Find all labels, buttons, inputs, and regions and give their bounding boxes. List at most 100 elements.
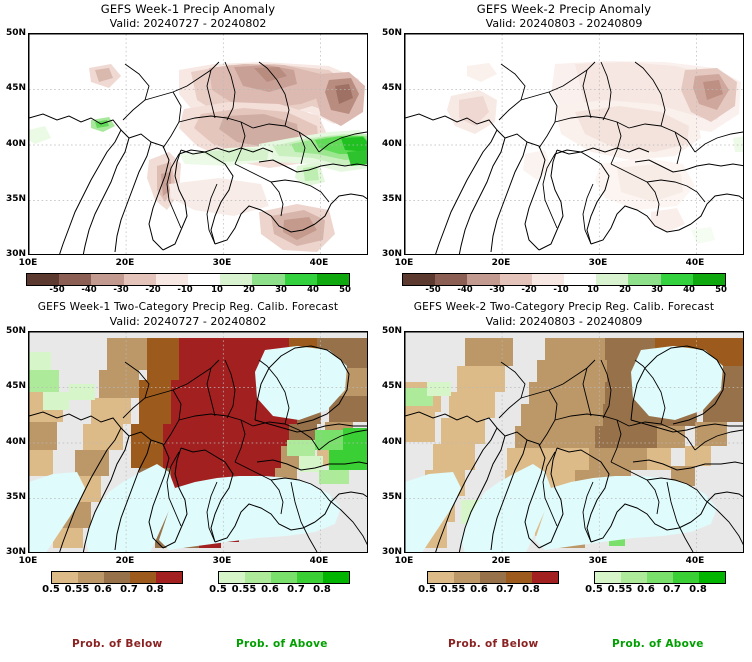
prob-below-colorbar-week2: [427, 571, 559, 584]
map-canvas-week2-anomaly: [405, 34, 743, 254]
cbar-seg: [403, 274, 436, 285]
cbar-seg: [78, 572, 104, 583]
cbar-seg: [467, 274, 500, 285]
x-tick-20e: 20E: [115, 258, 135, 268]
prob-above-label-2: 0.6: [637, 584, 655, 595]
map-week2-prob[interactable]: [404, 331, 744, 553]
cbar-seg: [284, 274, 317, 285]
cbar-seg: [59, 274, 92, 285]
panel-week2-anomaly: GEFS Week-2 Precip Anomaly Valid: 202408…: [376, 0, 752, 298]
map-week1-prob[interactable]: [28, 331, 368, 553]
prob-below-label-2: 0.6: [470, 584, 488, 595]
map-gridlines: [405, 332, 743, 552]
legend-prob-below: Prob. of Below: [448, 638, 539, 650]
cbar-seg: [621, 572, 647, 583]
cbar-seg: [699, 572, 725, 583]
map-canvas-week2-prob: [405, 332, 743, 552]
map-canvas-week1-prob: [29, 332, 367, 552]
y-tick-45n: 45N: [381, 381, 402, 391]
x-tick-40e: 40E: [685, 258, 705, 268]
map-week1-anomaly[interactable]: [28, 33, 368, 255]
cbar-label-10: 10: [211, 285, 223, 295]
y-tick-50n: 50N: [5, 326, 26, 336]
cbar-seg: [271, 572, 297, 583]
cbar-seg: [454, 572, 480, 583]
map-coastlines: [29, 345, 367, 552]
cbar-label-30: 30: [651, 285, 663, 295]
legend-prob-below: Prob. of Below: [72, 638, 163, 650]
cbar-seg: [647, 572, 673, 583]
map-country-borders: [498, 61, 743, 245]
anomaly-shading-negative: [447, 61, 741, 232]
x-tick-40e: 40E: [309, 556, 329, 566]
cbar-seg: [104, 572, 130, 583]
panel-valid-dates: Valid: 20240727 - 20240802: [109, 315, 267, 328]
cbar-seg: [532, 572, 558, 583]
x-tick-10e: 10E: [18, 556, 38, 566]
cbar-seg: [316, 274, 350, 285]
y-tick-50n: 50N: [381, 28, 402, 38]
x-tick-30e: 30E: [588, 258, 608, 268]
prob-below-label-3: 0.7: [496, 584, 514, 595]
cbar-label--30: -30: [489, 285, 505, 295]
x-tick-20e: 20E: [115, 556, 135, 566]
map-canvas-week1-anomaly: [29, 34, 367, 254]
cbar-seg: [531, 274, 565, 285]
cbar-label-40: 40: [307, 285, 319, 295]
cbar-label--10: -10: [553, 285, 569, 295]
cbar-label--40: -40: [457, 285, 473, 295]
y-tick-30n: 30N: [5, 547, 26, 557]
map-coastlines: [405, 113, 743, 254]
map-coastlines: [405, 345, 743, 552]
cbar-label-20: 20: [243, 285, 255, 295]
cbar-seg: [428, 572, 454, 583]
legend-prob-above: Prob. of Above: [236, 638, 328, 650]
cbar-seg: [596, 274, 629, 285]
x-tick-10e: 10E: [394, 556, 414, 566]
x-tick-40e: 40E: [309, 258, 329, 268]
y-tick-40n: 40N: [381, 139, 402, 149]
cbar-seg: [188, 274, 221, 285]
prob-above-label-3: 0.7: [287, 584, 305, 595]
map-country-borders: [122, 61, 367, 245]
x-tick-30e: 30E: [212, 258, 232, 268]
map-week2-anomaly[interactable]: [404, 33, 744, 255]
cbar-seg: [595, 572, 621, 583]
cbar-seg: [564, 274, 597, 285]
cbar-seg: [130, 572, 156, 583]
cbar-label--50: -50: [49, 285, 65, 295]
prob-above-label-2: 0.6: [261, 584, 279, 595]
cbar-label--20: -20: [521, 285, 537, 295]
cbar-seg: [91, 274, 124, 285]
y-tick-45n: 45N: [381, 83, 402, 93]
panel-title: GEFS Week-2 Precip Anomaly: [476, 2, 652, 16]
anomaly-shading-positive: [29, 117, 367, 186]
x-tick-20e: 20E: [491, 556, 511, 566]
panel-title: GEFS Week-1 Two-Category Precip Reg. Cal…: [37, 301, 339, 313]
prob-below-label-0: 0.5: [418, 584, 436, 595]
cbar-seg: [673, 572, 699, 583]
cbar-seg: [123, 274, 156, 285]
prob-below-label-2: 0.6: [94, 584, 112, 595]
prob-above-label-4: 0.8: [313, 584, 331, 595]
cbar-seg: [252, 274, 285, 285]
map-coastlines: [29, 113, 367, 254]
cbar-seg: [220, 274, 253, 285]
cbar-label-30: 30: [275, 285, 287, 295]
y-tick-35n: 35N: [381, 194, 402, 204]
panel-week2-prob: GEFS Week-2 Two-Category Precip Reg. Cal…: [376, 298, 752, 662]
cbar-seg: [297, 572, 323, 583]
y-tick-35n: 35N: [5, 492, 26, 502]
cbar-seg: [692, 274, 726, 285]
x-tick-10e: 10E: [394, 258, 414, 268]
cbar-seg: [628, 274, 661, 285]
prob-above-label-1: 0.55: [231, 584, 257, 595]
cbar-label--50: -50: [425, 285, 441, 295]
cbar-label--40: -40: [81, 285, 97, 295]
y-tick-30n: 30N: [381, 249, 402, 259]
anomaly-shading-positive: [691, 136, 743, 244]
y-tick-30n: 30N: [5, 249, 26, 259]
y-tick-45n: 45N: [5, 381, 26, 391]
x-tick-40e: 40E: [685, 556, 705, 566]
prob-below-colorbar-week1: [51, 571, 183, 584]
